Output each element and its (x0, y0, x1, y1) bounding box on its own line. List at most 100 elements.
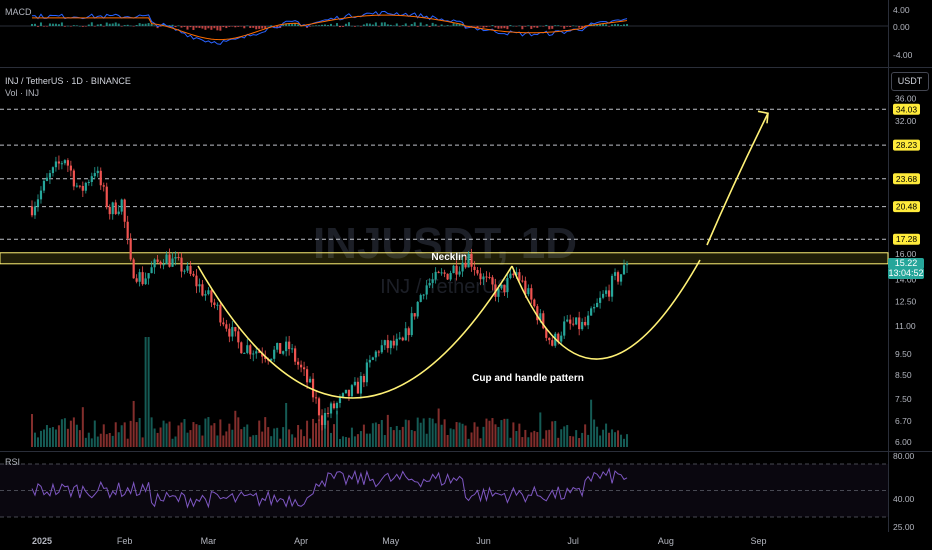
volume-bar (593, 419, 596, 447)
candle-body (332, 403, 336, 409)
volume-bar (195, 424, 198, 447)
candle-body (165, 254, 168, 265)
macd-histogram-bar (150, 23, 153, 26)
time-axis-label: May (382, 536, 400, 546)
volume-bar (270, 436, 273, 447)
volume-bar (147, 337, 150, 447)
candle-body (207, 290, 210, 295)
macd-histogram-bar (93, 26, 96, 27)
macd-histogram-bar (117, 23, 120, 26)
macd-histogram-bar (470, 26, 473, 27)
macd-histogram-bar (66, 25, 69, 27)
macd-histogram-bar (383, 22, 386, 26)
volume-bar (171, 438, 174, 447)
volume-bar (377, 424, 380, 447)
candle-body (111, 202, 114, 215)
volume-bar (267, 427, 270, 447)
macd-histogram-bar (33, 23, 36, 26)
cup-curve (197, 265, 513, 399)
volume-bar (434, 423, 437, 447)
candle-body (198, 284, 201, 287)
candle-body (213, 302, 216, 305)
macd-histogram-bar (141, 23, 144, 26)
volume-bar (255, 434, 258, 447)
volume-bar (353, 436, 356, 447)
macd-histogram-bar (536, 26, 539, 28)
macd-histogram-bar (446, 25, 449, 26)
volume-bar (246, 424, 249, 447)
macd-histogram-bar (135, 25, 138, 26)
volume-bar (506, 418, 509, 447)
candle-body (314, 397, 318, 399)
volume-bar (422, 418, 425, 447)
candle-body (141, 272, 144, 285)
macd-histogram-bar (575, 25, 578, 27)
candle-body (449, 273, 452, 280)
macd-histogram-bar (264, 26, 267, 29)
price-axis-tick: 6.00 (895, 437, 912, 447)
volume-bar (437, 408, 440, 447)
macd-histogram-bar (75, 25, 78, 26)
macd-histogram-bar (557, 25, 560, 26)
macd-histogram-bar (288, 23, 291, 26)
macd-histogram-bar (488, 26, 491, 27)
macd-label: MACD (5, 7, 32, 17)
macd-histogram-bar (422, 25, 425, 27)
macd-histogram-bar (189, 26, 192, 28)
macd-histogram-bar (192, 26, 195, 30)
volume-bar (587, 434, 590, 447)
candle-body (578, 317, 581, 330)
candle-body (302, 367, 306, 370)
candle-body (72, 170, 75, 187)
candle-body (282, 351, 285, 354)
macd-histogram-bar (410, 23, 413, 26)
volume-bar (33, 432, 36, 447)
macd-histogram-bar (294, 23, 297, 26)
volume-bar (464, 425, 467, 447)
macd-histogram-bar (111, 23, 114, 26)
macd-histogram-bar (341, 26, 344, 27)
price-axis-tick: 8.50 (895, 370, 912, 380)
volume-bar (512, 422, 515, 447)
candle-body (482, 276, 485, 280)
volume-bar (527, 437, 530, 447)
volume-label: Vol · INJ (5, 88, 40, 98)
volume-bar (491, 418, 494, 447)
volume-bar (99, 433, 102, 447)
macd-histogram-bar (90, 22, 93, 26)
volume-bar (350, 427, 353, 447)
candle-body (619, 274, 623, 282)
macd-histogram-bar (99, 23, 102, 26)
volume-bar (467, 438, 470, 447)
macd-histogram-bar (524, 26, 527, 27)
volume-bar (258, 420, 261, 447)
macd-histogram-bar (48, 23, 51, 26)
macd-histogram-bar (321, 24, 324, 26)
currency-button[interactable]: USDT (891, 72, 929, 91)
candle-body (545, 328, 548, 338)
candle-body (491, 277, 494, 285)
volume-bar (443, 419, 446, 447)
volume-bar (75, 424, 78, 447)
candle-body (410, 313, 413, 336)
volume-bar (365, 433, 368, 447)
macd-histogram-bar (249, 26, 252, 28)
candle-body (422, 294, 425, 296)
volume-bar (449, 428, 452, 447)
candle-body (90, 176, 93, 182)
candle-body (279, 343, 282, 354)
volume-bar (431, 418, 434, 447)
macd-histogram-bar (36, 26, 39, 27)
candle-body (291, 348, 294, 350)
candle-body (392, 340, 395, 346)
candle-body (395, 338, 398, 346)
macd-histogram-bar (419, 22, 422, 26)
volume-bar (285, 402, 288, 447)
volume-bar (485, 418, 488, 447)
candle-body (431, 279, 434, 283)
projection-arrow (706, 112, 769, 246)
volume-bar (318, 419, 321, 447)
last-price-tag: 15.22 (888, 258, 924, 269)
candle-body (470, 253, 473, 267)
